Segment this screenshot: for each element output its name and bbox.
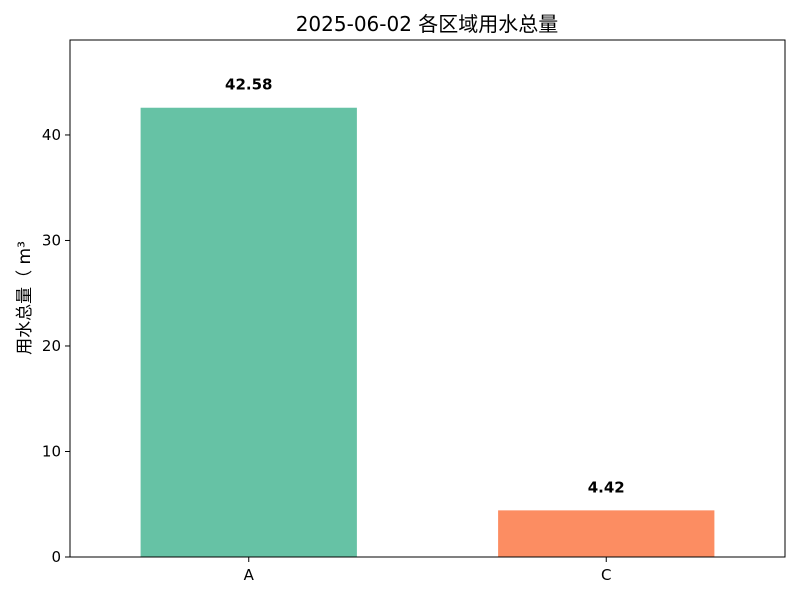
x-tick-label-a: A xyxy=(244,566,255,584)
x-tick-label-c: C xyxy=(601,566,611,584)
y-tick-label: 10 xyxy=(42,442,61,460)
data-label-c: 4.42 xyxy=(588,478,625,496)
bar-c xyxy=(498,510,715,557)
plot-frame xyxy=(69,39,786,558)
bars-group xyxy=(140,107,715,557)
y-axis-label: 用水总量（ m³ xyxy=(15,241,35,355)
y-tick-label: 40 xyxy=(42,126,61,144)
data-label-a: 42.58 xyxy=(225,76,272,94)
bar-a xyxy=(140,107,357,557)
chart-title: 2025-06-02 各区域用水总量 xyxy=(296,12,559,36)
data-labels-group: 42.58 4.42 xyxy=(225,76,625,497)
y-axis-ticks: 0 10 20 30 40 xyxy=(42,126,70,566)
y-tick-label: 30 xyxy=(42,231,61,249)
y-tick-label: 20 xyxy=(42,337,61,355)
y-tick-label: 0 xyxy=(51,548,61,566)
